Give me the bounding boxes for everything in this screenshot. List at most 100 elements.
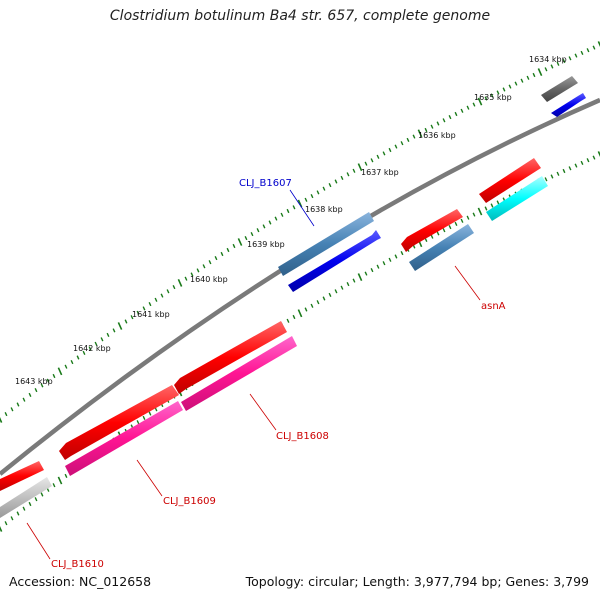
minor-tick: [406, 137, 410, 142]
minor-tick: [52, 483, 56, 488]
minor-tick: [202, 264, 206, 269]
minor-tick: [124, 319, 128, 324]
minor-tick: [70, 360, 74, 365]
tick-label: 1639 kbp: [247, 240, 285, 249]
minor-tick: [370, 268, 374, 273]
major-tick: [117, 322, 123, 330]
minor-tick: [574, 53, 578, 58]
gene-arrow-clj-b1608[interactable]: [174, 321, 287, 394]
minor-tick: [412, 134, 416, 139]
gene-label-clj-b1607: CLJ_B1607: [239, 178, 292, 189]
minor-tick: [100, 337, 104, 342]
minor-tick: [292, 205, 296, 210]
minor-tick: [76, 355, 80, 360]
accession-text: Accession: NC_012658: [9, 574, 152, 589]
minor-tick: [334, 289, 338, 294]
minor-tick: [556, 61, 560, 66]
minor-tick: [322, 296, 326, 301]
gene-arrow-clj-b1609-pink[interactable]: [65, 401, 183, 476]
minor-tick: [532, 72, 536, 78]
gene-arrow-cyan[interactable]: [486, 176, 548, 221]
minor-tick: [352, 278, 356, 283]
minor-tick: [490, 93, 494, 98]
minor-tick: [160, 293, 164, 298]
minor-tick: [322, 186, 326, 191]
tick-label: 1642 kbp: [73, 344, 111, 353]
gene-arrow-steel[interactable]: [278, 212, 374, 276]
minor-tick: [448, 225, 452, 230]
gene-arrow-silver[interactable]: [0, 477, 52, 518]
minor-tick: [10, 407, 14, 412]
minor-tick: [568, 166, 572, 171]
gene-arrow-clj-b1609[interactable]: [59, 385, 179, 460]
tick-label: 1636 kbp: [418, 131, 456, 140]
minor-tick: [184, 276, 188, 281]
label-leaders: [26, 189, 481, 560]
minor-tick: [508, 84, 512, 89]
gene-arrow-clj-b1607[interactable]: [288, 230, 381, 292]
minor-tick: [22, 397, 26, 402]
gene-arrow-gray[interactable]: [541, 76, 578, 102]
minor-tick: [400, 141, 404, 146]
minor-tick: [514, 81, 518, 86]
minor-tick: [382, 151, 386, 156]
minor-tick: [136, 310, 140, 315]
minor-tick: [472, 102, 476, 107]
minor-tick: [460, 108, 464, 113]
minor-tick: [88, 346, 92, 351]
minor-tick: [580, 160, 584, 165]
major-tick: [597, 151, 600, 157]
minor-tick: [472, 212, 476, 217]
minor-tick: [286, 208, 290, 214]
summary-text: Topology: circular; Length: 3,977,794 bp…: [245, 574, 589, 589]
minor-tick: [34, 388, 38, 393]
minor-tick: [244, 236, 248, 241]
minor-tick: [430, 234, 434, 239]
minor-tick: [376, 264, 380, 269]
minor-tick: [556, 171, 560, 176]
minor-tick: [328, 292, 332, 297]
minor-tick: [388, 257, 392, 262]
tick-label: 1637 kbp: [361, 168, 399, 177]
gene-arrow-red[interactable]: [479, 158, 541, 203]
minor-tick: [544, 67, 548, 72]
tick-label: 1643 kbp: [15, 377, 53, 386]
minor-tick: [436, 121, 440, 126]
minor-tick: [382, 261, 386, 266]
minor-tick: [64, 473, 68, 478]
gene-arrow-red[interactable]: [401, 209, 463, 252]
major-tick: [537, 68, 543, 77]
major-tick: [57, 476, 63, 485]
minor-tick: [394, 144, 398, 149]
minor-tick: [112, 328, 116, 333]
minor-tick: [376, 154, 380, 159]
gene-arrow-blue[interactable]: [551, 93, 586, 117]
minor-tick: [142, 306, 146, 311]
minor-tick: [562, 168, 566, 174]
major-tick: [177, 278, 183, 287]
minor-tick: [586, 48, 590, 53]
minor-tick: [316, 190, 320, 195]
minor-tick: [4, 412, 8, 417]
minor-tick: [550, 64, 554, 69]
gene-arrow-asna[interactable]: [409, 224, 474, 271]
major-tick: [237, 238, 243, 246]
minor-tick: [22, 506, 26, 511]
gene-arrow-clj-b1608-pink[interactable]: [181, 336, 297, 411]
minor-tick: [52, 373, 56, 379]
minor-tick: [526, 75, 530, 80]
minor-tick: [340, 285, 344, 290]
major-tick: [357, 273, 363, 282]
minor-tick: [448, 115, 452, 120]
minor-tick: [436, 231, 440, 236]
minor-tick: [214, 256, 218, 261]
gene-arrow-clj-b1610[interactable]: [0, 461, 44, 491]
minor-tick: [592, 45, 596, 50]
minor-tick: [82, 350, 86, 355]
major-tick: [0, 417, 3, 423]
reverse-strand-features: [0, 209, 474, 518]
outer-tick-ring: [0, 41, 600, 423]
minor-tick: [586, 158, 590, 163]
minor-tick: [310, 194, 314, 199]
minor-tick: [484, 96, 488, 101]
